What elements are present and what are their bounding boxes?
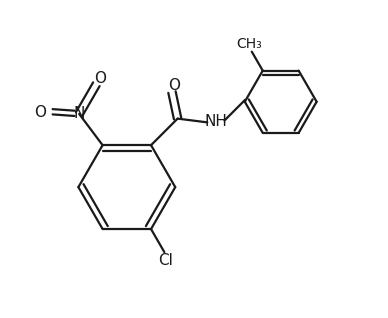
Text: O: O: [94, 71, 106, 86]
Text: O: O: [34, 105, 46, 120]
Text: N: N: [73, 107, 85, 121]
Text: Cl: Cl: [158, 253, 173, 268]
Text: NH: NH: [204, 114, 227, 129]
Text: CH₃: CH₃: [236, 37, 262, 51]
Text: O: O: [168, 78, 180, 93]
